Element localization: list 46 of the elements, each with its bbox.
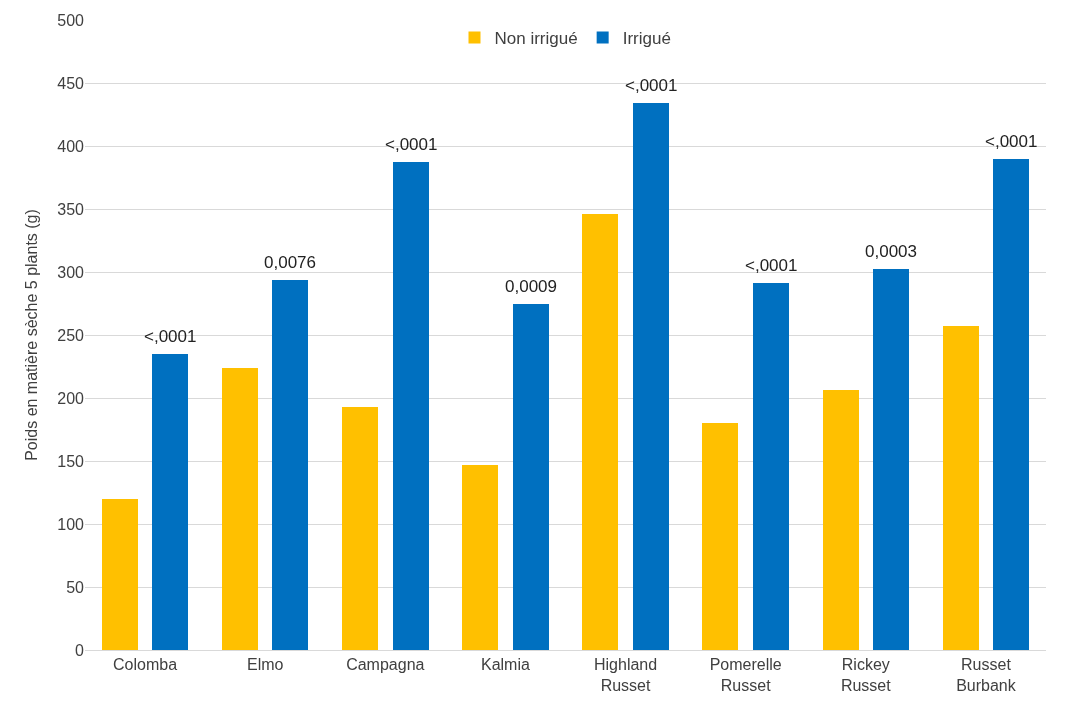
x-tick-label: Rickey Russet: [840, 656, 892, 694]
bar: [633, 103, 669, 650]
x-tick-label: Campagna: [346, 656, 425, 674]
y-tick-label: 200: [57, 389, 85, 407]
y-tick-label: 150: [57, 452, 85, 470]
y-tick-label: 450: [57, 74, 85, 92]
x-tick-label: Kalmia: [480, 656, 530, 674]
bar: [702, 423, 738, 650]
y-tick-label: 250: [57, 326, 85, 344]
bar: [823, 390, 859, 650]
bar: [152, 354, 188, 650]
annotation: 0,0009: [505, 277, 557, 296]
annotation: <,0001: [144, 327, 197, 346]
legend-label: Irrigué: [622, 29, 671, 49]
bar: [222, 368, 258, 650]
bar: [393, 162, 429, 650]
x-tick-label: Highland Russet: [593, 656, 658, 694]
x-tick-label: Russet Burbank: [956, 656, 1017, 694]
x-tick-label: Elmo: [246, 656, 284, 674]
annotation: 0,0076: [264, 253, 316, 272]
y-tick-label: 100: [57, 515, 85, 533]
x-tick-label: Colomba: [113, 656, 178, 674]
bar: [993, 159, 1029, 650]
annotation: <,0001: [385, 135, 438, 154]
y-tick-label: 500: [57, 11, 85, 29]
annotation: <,0001: [625, 76, 678, 95]
y-tick-label: 0: [75, 641, 85, 659]
y-tick-label: 50: [66, 578, 85, 596]
y-tick-label: 400: [57, 137, 85, 155]
bar: [272, 280, 308, 650]
annotation: <,0001: [985, 132, 1038, 151]
y-tick-label: 300: [57, 263, 85, 281]
bar: [102, 499, 138, 650]
x-tick-label: Pomerelle Russet: [709, 656, 782, 694]
y-axis-title: Poids en matière sèche 5 plants (g): [23, 209, 41, 461]
bar: [342, 407, 378, 650]
bar: [873, 269, 909, 650]
y-tick-label: 350: [57, 200, 85, 218]
bar: [582, 214, 618, 650]
annotation: <,0001: [745, 256, 798, 275]
bar: [753, 283, 789, 650]
bar: [513, 304, 549, 650]
annotation: 0,0003: [865, 242, 917, 261]
legend-label: Non irrigué: [494, 29, 578, 49]
bar: [462, 465, 498, 650]
bar: [943, 326, 979, 650]
